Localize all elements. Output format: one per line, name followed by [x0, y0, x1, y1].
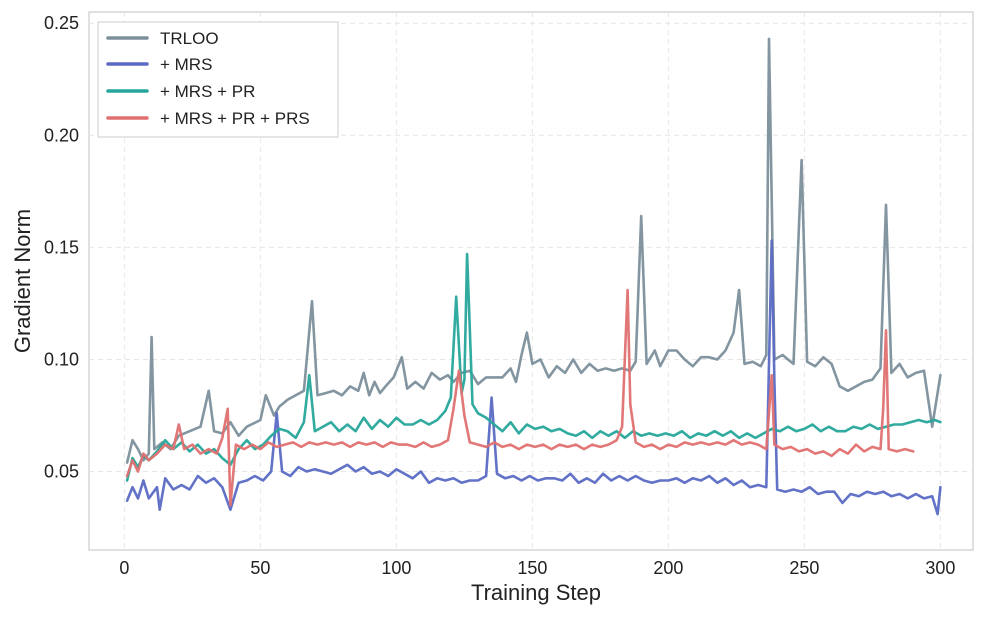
- series-lines: [125, 37, 942, 516]
- x-axis-ticks: 0 50 100 150 200 250 300: [119, 558, 955, 578]
- x-tick-label: 200: [653, 558, 683, 578]
- x-tick-label: 300: [925, 558, 955, 578]
- y-tick-label: 0.25: [44, 13, 79, 33]
- y-axis-label: Gradient Norm: [10, 209, 35, 353]
- legend-label-mrs: + MRS: [160, 55, 212, 74]
- y-tick-label: 0.15: [44, 237, 79, 257]
- legend-label-mrs-pr-prs: + MRS + PR + PRS: [160, 109, 310, 128]
- y-tick-label: 0.05: [44, 462, 79, 482]
- x-axis-label: Training Step: [471, 580, 601, 605]
- x-tick-label: 150: [517, 558, 547, 578]
- x-tick-label: 50: [250, 558, 270, 578]
- legend: TRLOO + MRS + MRS + PR + MRS + PR + PRS: [97, 21, 339, 138]
- legend-label-trloo: TRLOO: [160, 29, 219, 48]
- legend-label-mrs-pr: + MRS + PR: [160, 82, 255, 101]
- y-axis-ticks: 0.05 0.10 0.15 0.20 0.25: [44, 13, 79, 481]
- x-tick-label: 0: [119, 558, 129, 578]
- series-line-trloo: [125, 37, 942, 464]
- x-tick-label: 100: [381, 558, 411, 578]
- series-line-mrs: [125, 239, 942, 516]
- series-line-mrs-pr-prs: [125, 288, 915, 507]
- y-tick-label: 0.20: [44, 125, 79, 145]
- x-tick-label: 250: [789, 558, 819, 578]
- y-tick-label: 0.10: [44, 349, 79, 369]
